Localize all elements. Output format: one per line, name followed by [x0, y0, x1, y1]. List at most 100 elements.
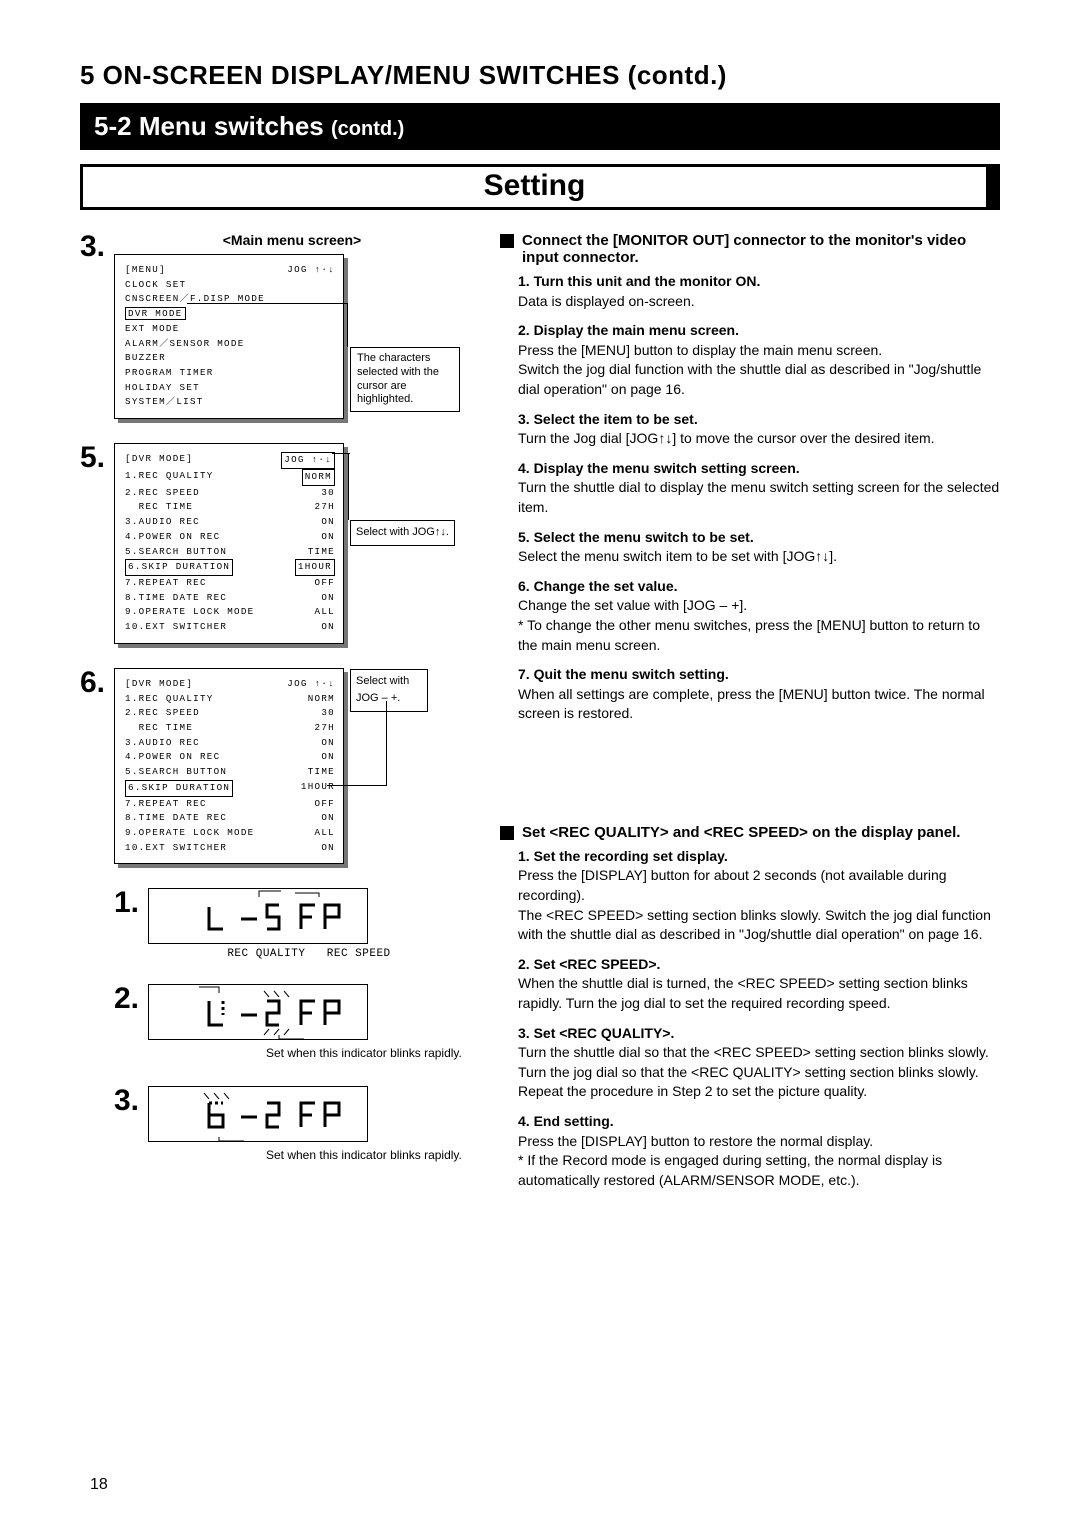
step-body: Press the [DISPLAY] button to restore th… — [518, 1132, 1000, 1191]
menu-line: PROGRAM TIMER — [125, 366, 335, 381]
dvr-mode-screen-5: [DVR MODE] JOG ↑·↓ 1.REC QUALITYNORM2.RE… — [114, 443, 344, 644]
step-title: 2. Display the main menu screen. — [518, 321, 1000, 341]
step-body: Press the [DISPLAY] button for about 2 s… — [518, 866, 1000, 944]
menu-line: REC TIME27H — [125, 500, 335, 515]
step-number: 2. — [114, 984, 148, 1014]
list-item: 1. Turn this unit and the monitor ON.Dat… — [518, 272, 1000, 311]
list-item: 2. Set <REC SPEED>.When the shuttle dial… — [518, 955, 1000, 1014]
square-bullet-icon — [500, 234, 514, 248]
step-body: Data is displayed on-screen. — [518, 292, 1000, 312]
procedure-list: 1. Set the recording set display.Press t… — [500, 847, 1000, 1191]
menu-line: CLOCK SET — [125, 278, 335, 293]
step-title: 4. End setting. — [518, 1112, 1000, 1132]
hdr-left: [DVR MODE] — [125, 452, 193, 469]
step-title: 4. Display the menu switch setting scree… — [518, 459, 1000, 479]
menu-line: 3.AUDIO RECON — [125, 736, 335, 751]
menu-line: 2.REC SPEED30 — [125, 706, 335, 721]
step-number: 1. — [114, 888, 148, 918]
step-title: 3. Set <REC QUALITY>. — [518, 1024, 1000, 1044]
step-body: When the shuttle dial is turned, the <RE… — [518, 974, 1000, 1013]
menu-line: 6.SKIP DURATION1HOUR — [125, 780, 335, 797]
menu-line: 7.REPEAT RECOFF — [125, 576, 335, 591]
lcd-labels: REC QUALITY REC SPEED — [148, 948, 470, 960]
callout-box: Select with JOG – +. — [350, 669, 428, 712]
step-number: 6. — [80, 668, 114, 698]
hdr-left: [MENU] — [125, 263, 166, 278]
section-contd: (contd.) — [331, 118, 404, 140]
callout-box: The characters selected with the cursor … — [350, 347, 460, 412]
callout-box: Select with JOG↑↓. — [350, 520, 455, 546]
step-body: Select the menu switch item to be set wi… — [518, 547, 1000, 567]
section-num: 5-2 — [94, 111, 132, 141]
step-body: Change the set value with [JOG – +].* To… — [518, 596, 1000, 655]
seven-seg-icon — [149, 889, 369, 945]
step-title: 1. Turn this unit and the monitor ON. — [518, 272, 1000, 292]
lcd-note: Set when this indicator blinks rapidly. — [266, 1046, 470, 1062]
list-item: 5. Select the menu switch to be set.Sele… — [518, 528, 1000, 567]
list-item: 2. Display the main menu screen.Press th… — [518, 321, 1000, 399]
menu-line: 5.SEARCH BUTTONTIME — [125, 765, 335, 780]
menu-line: 7.REPEAT RECOFF — [125, 797, 335, 812]
lcd-note: Set when this indicator blinks rapidly. — [266, 1148, 470, 1164]
seven-seg-icon — [149, 1087, 369, 1143]
hdr-right: JOG ↑·↓ — [281, 452, 335, 469]
step-body: Turn the shuttle dial to display the men… — [518, 478, 1000, 517]
step-number: 5. — [80, 443, 114, 473]
menu-line: SYSTEM／LIST — [125, 395, 335, 410]
list-item: 3. Select the item to be set.Turn the Jo… — [518, 410, 1000, 449]
seven-seg-icon — [149, 985, 369, 1041]
menu-line: 1.REC QUALITYNORM — [125, 692, 335, 707]
step-title: 2. Set <REC SPEED>. — [518, 955, 1000, 975]
menu-line: 5.SEARCH BUTTONTIME — [125, 545, 335, 560]
chapter-heading: 5 ON-SCREEN DISPLAY/MENU SWITCHES (contd… — [80, 60, 1000, 91]
list-item: 1. Set the recording set display.Press t… — [518, 847, 1000, 945]
menu-line: 9.OPERATE LOCK MODEALL — [125, 605, 335, 620]
main-menu-screen: [MENU] JOG ↑·↓ CLOCK SET CNSCREEN／F.DISP… — [114, 254, 344, 419]
hdr-left: [DVR MODE] — [125, 677, 193, 692]
heading-text: Connect the [MONITOR OUT] connector to t… — [522, 232, 1000, 266]
section-title: Menu switches — [139, 111, 324, 141]
step-body: Turn the Jog dial [JOG↑↓] to move the cu… — [518, 429, 1000, 449]
right-column: Connect the [MONITOR OUT] connector to t… — [500, 232, 1000, 1200]
menu-line: 8.TIME DATE RECON — [125, 591, 335, 606]
hdr-right: JOG ↑·↓ — [287, 263, 335, 278]
step-body: Turn the shuttle dial so that the <REC S… — [518, 1043, 1000, 1102]
block-heading: Connect the [MONITOR OUT] connector to t… — [500, 232, 1000, 266]
page-number: 18 — [90, 1476, 108, 1494]
step-title: 6. Change the set value. — [518, 577, 1000, 597]
step-number: 3. — [114, 1086, 148, 1116]
menu-line: 9.OPERATE LOCK MODEALL — [125, 826, 335, 841]
menu-line: 6.SKIP DURATION1HOUR — [125, 559, 335, 576]
menu-line: 1.REC QUALITYNORM — [125, 469, 335, 486]
menu-line: EXT MODE — [125, 322, 335, 337]
lcd-display-2 — [148, 984, 368, 1040]
square-bullet-icon — [500, 826, 514, 840]
list-item: 7. Quit the menu switch setting.When all… — [518, 665, 1000, 724]
step-body: Press the [MENU] button to display the m… — [518, 341, 1000, 400]
step-title: 5. Select the menu switch to be set. — [518, 528, 1000, 548]
step-body: When all settings are complete, press th… — [518, 685, 1000, 724]
menu-line: 4.POWER ON RECON — [125, 530, 335, 545]
menu-line: HOLIDAY SET — [125, 381, 335, 396]
block-heading: Set <REC QUALITY> and <REC SPEED> on the… — [500, 824, 1000, 841]
menu-line: 10.EXT SWITCHERON — [125, 620, 335, 635]
setting-heading: Setting — [80, 164, 1000, 210]
procedure-list: 1. Turn this unit and the monitor ON.Dat… — [500, 272, 1000, 724]
list-item: 4. Display the menu switch setting scree… — [518, 459, 1000, 518]
menu-line: ALARM／SENSOR MODE — [125, 337, 335, 352]
menu-line: REC TIME27H — [125, 721, 335, 736]
dvr-mode-screen-6: [DVR MODE] JOG ↑·↓ 1.REC QUALITYNORM2.RE… — [114, 668, 344, 865]
step-number: 3. — [80, 232, 114, 262]
list-item: 4. End setting.Press the [DISPLAY] butto… — [518, 1112, 1000, 1190]
menu-line: CNSCREEN／F.DISP MODE — [125, 292, 335, 307]
menu-line: BUZZER — [125, 351, 335, 366]
lcd-display-3 — [148, 1086, 368, 1142]
step-title: 1. Set the recording set display. — [518, 847, 1000, 867]
left-column: 3. <Main menu screen> [MENU] JOG ↑·↓ CLO… — [80, 232, 470, 1200]
lcd-display-1 — [148, 888, 368, 944]
menu-line: 8.TIME DATE RECON — [125, 811, 335, 826]
section-bar: 5-2 Menu switches (contd.) — [80, 103, 1000, 150]
rec-speed-label: REC SPEED — [327, 948, 391, 960]
menu-line: 2.REC SPEED30 — [125, 486, 335, 501]
heading-text: Set <REC QUALITY> and <REC SPEED> on the… — [522, 824, 960, 841]
